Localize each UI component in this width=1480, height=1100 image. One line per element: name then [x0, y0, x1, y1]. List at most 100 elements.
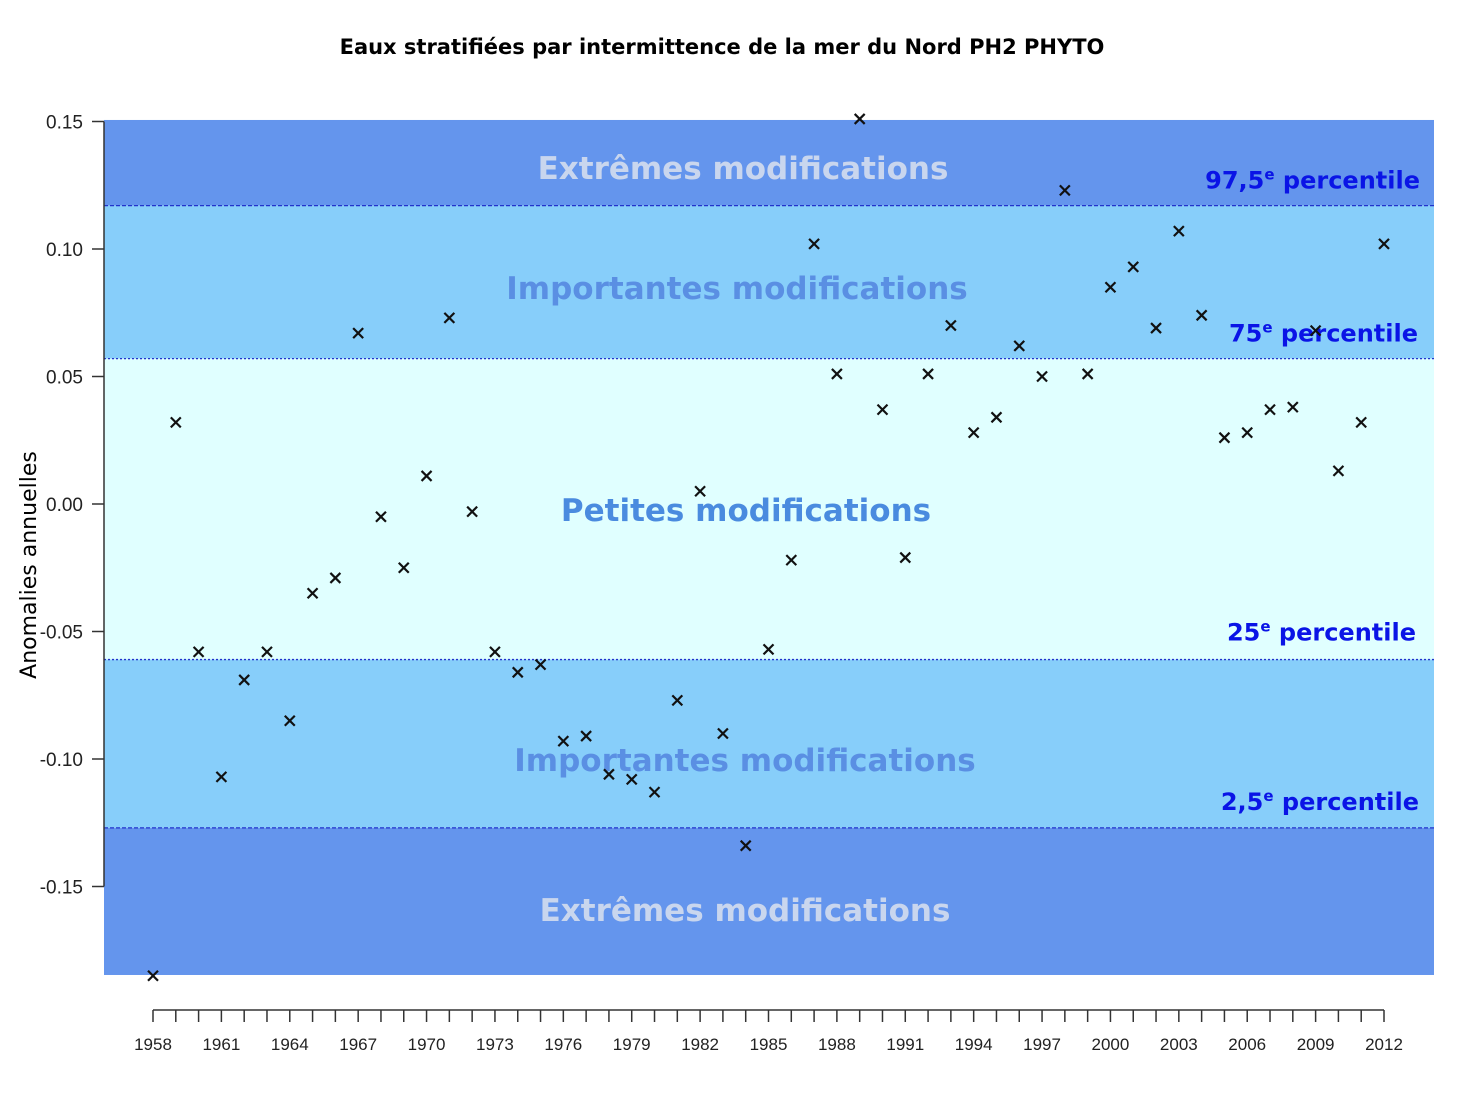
point-stroke [1378, 238, 1390, 250]
band-3 [104, 659, 1434, 828]
point-stroke [261, 646, 273, 658]
point-stroke [238, 674, 250, 686]
point-stroke [717, 727, 729, 740]
band-0 [104, 119, 1434, 206]
percentile-label: 2,5e percentile [1221, 787, 1419, 816]
point-stroke [443, 312, 456, 324]
data-point [511, 666, 524, 679]
data-point [534, 658, 547, 671]
point-stroke [1081, 368, 1094, 380]
band-2 [104, 358, 1434, 660]
band-label: Petites modifications [561, 493, 931, 529]
data-point [717, 727, 729, 740]
data-point [1287, 401, 1299, 413]
x-tick-label: 1964 [271, 1035, 309, 1054]
data-point [1036, 370, 1048, 383]
point-stroke [762, 643, 775, 656]
data-point [1355, 416, 1367, 429]
data-point [1059, 184, 1071, 197]
data-point [147, 969, 159, 982]
data-point [1241, 426, 1253, 439]
point-stroke [603, 768, 615, 781]
point-stroke [876, 403, 889, 416]
point-stroke [1150, 322, 1162, 334]
data-point [215, 771, 228, 783]
data-point [352, 327, 364, 339]
point-stroke [147, 969, 159, 982]
data-point [1173, 225, 1185, 237]
data-point [1081, 368, 1094, 380]
percentile-labels: 97,5e percentile 75e percentile 25e percen… [1205, 166, 1420, 816]
point-stroke [557, 735, 570, 747]
point-stroke [1104, 281, 1117, 294]
data-point [967, 426, 980, 439]
data-point [557, 735, 570, 747]
y-tick-label: 0.05 [46, 368, 83, 389]
data-point [238, 674, 250, 686]
x-tick-label: 1994 [955, 1035, 993, 1054]
data-point [397, 561, 410, 574]
point-stroke [1013, 340, 1026, 352]
percentile-label: 75e percentile [1229, 319, 1418, 348]
data-point [306, 587, 319, 600]
data-point [876, 403, 889, 416]
data-point [853, 113, 866, 125]
data-point [283, 714, 296, 727]
point-stroke [1309, 324, 1322, 337]
data-point [1013, 340, 1026, 352]
point-stroke [511, 666, 524, 679]
x-tick-label: 1958 [134, 1035, 172, 1054]
point-stroke [808, 238, 820, 250]
data-point [170, 416, 182, 429]
data-point [1127, 261, 1140, 273]
band-label: Importantes modifications [506, 271, 967, 307]
point-stroke [329, 572, 342, 584]
y-axis-label: Anomalies annuelles [17, 451, 42, 679]
point-stroke [352, 327, 364, 339]
point-stroke [466, 505, 478, 518]
point-stroke [306, 587, 319, 600]
data-point [443, 312, 456, 324]
point-stroke [534, 658, 547, 671]
band-label: Extrêmes modifications [538, 151, 949, 187]
point-stroke [1059, 184, 1071, 197]
data-point [420, 470, 433, 482]
x-tick-label: 1991 [886, 1035, 924, 1054]
point-stroke [648, 786, 661, 798]
point-stroke [283, 714, 296, 727]
point-stroke [922, 368, 934, 380]
data-point [945, 319, 957, 332]
y-tick-label: 0.00 [46, 495, 83, 516]
point-stroke [694, 485, 706, 498]
x-tick-label: 1976 [544, 1035, 582, 1054]
point-stroke [397, 561, 410, 574]
band-1 [104, 205, 1434, 359]
x-tick-label: 2009 [1297, 1035, 1335, 1054]
percentile-label: 25e percentile [1227, 618, 1416, 647]
data-point [808, 238, 820, 250]
point-stroke [899, 551, 912, 564]
data-point [192, 646, 205, 658]
data-point [625, 773, 638, 786]
point-stroke [990, 411, 1003, 424]
y-tick-label: 0.15 [46, 113, 83, 134]
data-point [1332, 465, 1345, 477]
band-labels: Extrêmes modifications Importantes modifi… [506, 151, 975, 929]
point-stroke [1241, 426, 1253, 439]
point-stroke [831, 368, 843, 380]
data-point [375, 510, 387, 523]
y-tick-label: -0.10 [40, 750, 83, 771]
point-stroke [1127, 261, 1140, 273]
point-stroke [1287, 401, 1299, 413]
data-points [147, 113, 1390, 982]
data-point [831, 368, 843, 380]
point-stroke [375, 510, 387, 523]
point-stroke [192, 646, 205, 658]
x-tick-label: 1967 [339, 1035, 377, 1054]
point-stroke [671, 694, 684, 707]
data-point [1264, 403, 1276, 416]
y-tick-label: 0.10 [46, 240, 83, 261]
data-point [694, 485, 706, 498]
data-point [489, 646, 501, 658]
data-point [1195, 309, 1208, 322]
